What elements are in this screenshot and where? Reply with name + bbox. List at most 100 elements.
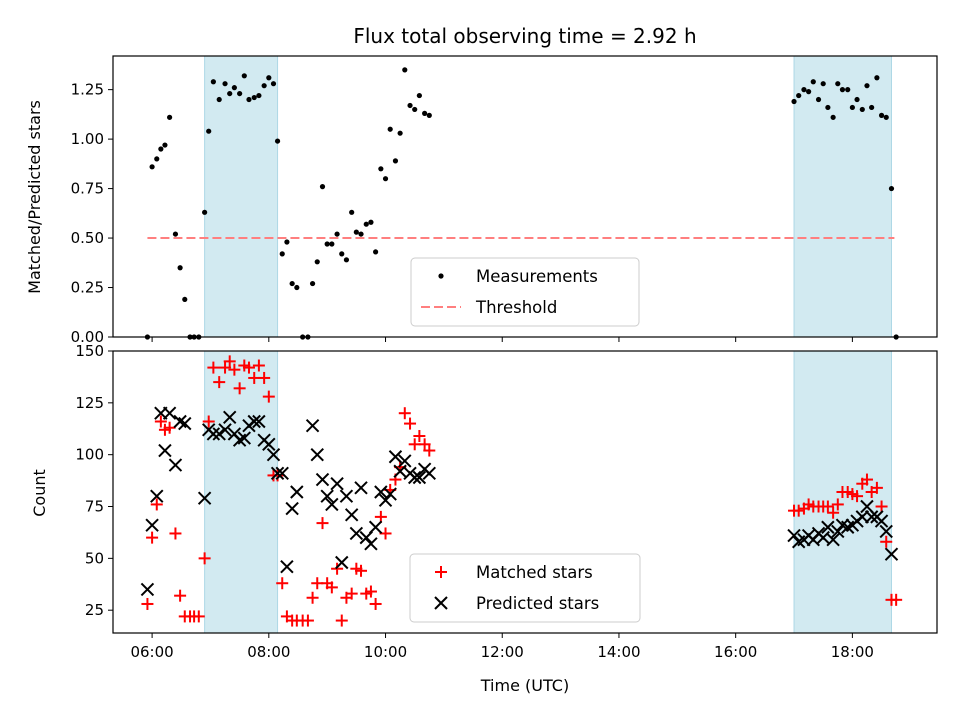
measurement-point	[869, 104, 875, 111]
measurement-point	[368, 219, 374, 225]
measurement-point	[845, 87, 851, 93]
y-tick-label: 50	[85, 549, 104, 567]
measurement-point	[149, 164, 155, 170]
legend-measurements-marker	[438, 273, 444, 279]
matched-point	[202, 415, 215, 428]
measurement-point	[839, 87, 846, 93]
predicted-point	[884, 547, 899, 561]
predicted-point	[266, 447, 281, 462]
measurement-point	[363, 221, 369, 227]
predicted-point	[826, 532, 840, 547]
predicted-point	[305, 418, 320, 433]
matched-point	[404, 417, 417, 430]
predicted-point	[206, 427, 221, 441]
measurement-point	[796, 92, 802, 99]
predicted-point	[270, 466, 285, 481]
measurement-point	[246, 96, 252, 103]
bottom-x-ticks: 06:00 08:00 10:00 12:00 14:00 16:00 18:00	[130, 633, 874, 661]
counts-layer	[140, 355, 903, 627]
y-tick-label: 0.75	[71, 180, 104, 198]
legend-predicted-label: Predicted stars	[476, 594, 599, 613]
predicted-point	[145, 518, 159, 532]
measurement-point	[854, 96, 860, 103]
predicted-point	[398, 454, 412, 468]
predicted-point	[223, 410, 237, 425]
matched-point	[192, 610, 205, 623]
matched-point	[146, 531, 159, 544]
bottom-y-axis-label: Count	[30, 469, 49, 517]
predicted-point	[412, 470, 427, 485]
measurement-point	[422, 110, 428, 116]
predicted-point	[275, 466, 289, 481]
measurement-point	[319, 184, 326, 190]
predicted-point	[285, 501, 299, 516]
measurement-point	[251, 94, 257, 101]
matched-point	[364, 585, 377, 598]
x-tick-label: 14:00	[597, 643, 640, 661]
measurement-point	[864, 83, 870, 89]
measurement-point	[172, 231, 179, 237]
predicted-point	[158, 443, 172, 458]
measurement-point	[241, 73, 247, 79]
matched-point	[213, 376, 226, 389]
predicted-point	[831, 524, 845, 539]
measurement-point	[177, 265, 183, 271]
measurement-point	[835, 81, 841, 87]
measurement-point	[210, 79, 216, 85]
measurement-point	[849, 104, 855, 111]
matched-point	[306, 591, 319, 604]
matched-point	[831, 498, 844, 511]
shaded-interval-1	[204, 350, 279, 634]
measurement-point	[888, 185, 895, 192]
measurement-point	[329, 241, 335, 247]
y-tick-label: 0.00	[71, 328, 104, 346]
measurement-point	[206, 128, 212, 134]
predicted-point	[315, 472, 330, 487]
matched-point	[252, 359, 265, 372]
y-tick-label: 1.00	[71, 130, 104, 148]
x-axis-label: Time (UTC)	[480, 676, 569, 695]
matched-point	[890, 593, 903, 606]
matched-point	[233, 382, 246, 395]
y-tick-label: 25	[85, 601, 104, 619]
top-shaded-intervals	[204, 55, 892, 338]
measurement-point	[412, 106, 418, 113]
predicted-point	[140, 582, 155, 597]
measurement-point	[387, 126, 393, 132]
matched-point	[418, 438, 431, 451]
predicted-point	[197, 491, 212, 505]
measurement-point	[158, 146, 164, 152]
measurement-point	[324, 241, 330, 247]
measurement-point	[154, 156, 160, 162]
top-legend: Measurements Threshold	[410, 257, 640, 327]
matched-point	[821, 500, 834, 513]
matched-point	[163, 421, 176, 434]
predicted-point	[173, 414, 187, 429]
top-legend-box	[410, 257, 640, 327]
measurement-point	[314, 259, 320, 265]
measurement-point	[815, 96, 822, 103]
y-tick-label: 100	[75, 446, 104, 464]
legend-measurements-label: Measurements	[476, 267, 598, 286]
measurement-point	[402, 67, 408, 73]
matched-point	[398, 407, 411, 420]
measurement-point	[791, 98, 797, 105]
measurement-point	[266, 75, 272, 81]
measurement-point	[426, 112, 432, 118]
predicted-point	[168, 458, 183, 472]
matched-point	[242, 361, 255, 374]
measurement-point	[378, 166, 384, 172]
measurement-point	[284, 239, 290, 245]
matched-point	[413, 430, 426, 443]
predicted-point	[330, 476, 344, 491]
top-panel: 0.00 0.25 0.50 0.75 1.00 1.25 Matched/Predict…	[25, 55, 938, 346]
x-tick-label: 08:00	[247, 643, 290, 661]
predicted-point	[354, 481, 368, 495]
matched-point	[174, 589, 187, 602]
matched-point	[219, 361, 232, 374]
measurement-point	[358, 231, 364, 237]
measurement-point	[334, 231, 340, 237]
measurement-point	[216, 96, 222, 103]
matched-point	[792, 504, 805, 517]
measurements-layer	[144, 67, 899, 340]
